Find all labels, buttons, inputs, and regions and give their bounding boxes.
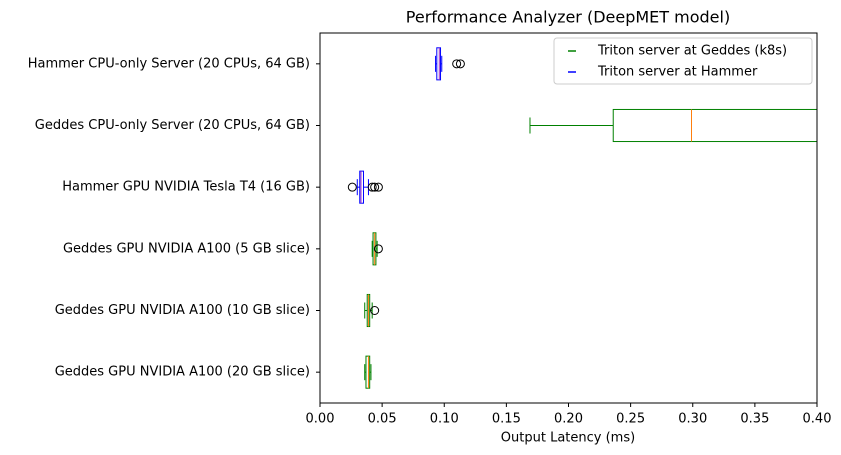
- legend-label: Triton server at Geddes (k8s): [597, 44, 787, 59]
- x-tick-label: 0.05: [368, 412, 397, 427]
- box: [365, 355, 371, 389]
- x-tick-label: 0.00: [306, 412, 335, 427]
- outlier: [455, 59, 465, 69]
- x-tick-label: 0.15: [492, 412, 521, 427]
- x-tick-label: 0.35: [740, 412, 769, 427]
- x-tick-label: 0.30: [678, 412, 707, 427]
- y-tick-label: Geddes GPU NVIDIA A100 (5 GB slice): [63, 241, 310, 256]
- box: [359, 170, 364, 204]
- outlier: [452, 59, 462, 69]
- x-axis-label: Output Latency (ms): [501, 431, 635, 446]
- outlier: [347, 182, 357, 192]
- box: [612, 108, 817, 143]
- outlier: [367, 182, 377, 192]
- outlier: [373, 182, 383, 192]
- x-tick-label: 0.20: [554, 412, 583, 427]
- plot-area: [347, 47, 817, 389]
- legend-label: Triton server at Hammer: [597, 65, 758, 80]
- plot-frame: [319, 32, 818, 404]
- y-tick-label: Hammer CPU-only Server (20 CPUs, 64 GB): [28, 56, 310, 71]
- outlier: [370, 182, 380, 192]
- x-tick-label: 0.40: [803, 412, 832, 427]
- x-tick-label: 0.10: [430, 412, 459, 427]
- y-tick-label: Geddes CPU-only Server (20 CPUs, 64 GB): [35, 118, 310, 133]
- box: [436, 47, 442, 81]
- legend-box: [553, 37, 813, 85]
- y-tick-label: Hammer GPU NVIDIA Tesla T4 (16 GB): [62, 180, 310, 195]
- y-tick-label: Geddes GPU NVIDIA A100 (20 GB slice): [55, 365, 310, 380]
- outlier: [370, 306, 380, 315]
- chart-title: Performance Analyzer (DeepMET model): [406, 8, 730, 27]
- outlier: [373, 244, 383, 254]
- x-tick-label: 0.25: [616, 412, 645, 427]
- y-tick-label: Geddes GPU NVIDIA A100 (10 GB slice): [55, 303, 310, 318]
